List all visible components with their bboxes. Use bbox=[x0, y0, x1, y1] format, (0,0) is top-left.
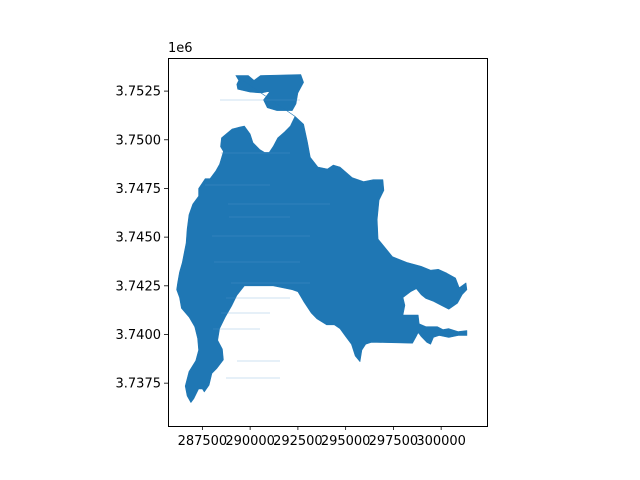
y-tick-label: 3.7425 bbox=[116, 279, 162, 294]
x-tick-label: 292500 bbox=[273, 434, 323, 449]
y-tick-label: 3.7375 bbox=[116, 377, 162, 392]
y-tick-label: 3.7500 bbox=[116, 133, 162, 148]
x-tick-label: 297500 bbox=[369, 434, 419, 449]
y-tick-label: 3.7400 bbox=[116, 328, 162, 343]
y-tick-label: 3.7450 bbox=[116, 231, 162, 246]
region-polygon bbox=[176, 74, 468, 403]
axes-frame bbox=[168, 58, 488, 427]
axis-offset-label: 1e6 bbox=[168, 41, 193, 56]
x-tick-label: 295000 bbox=[321, 434, 371, 449]
x-tick-label: 290000 bbox=[225, 434, 275, 449]
x-tick-label: 287500 bbox=[178, 434, 228, 449]
y-tick-label: 3.7525 bbox=[116, 85, 162, 100]
plot-area bbox=[176, 74, 468, 403]
x-tick-label: 300000 bbox=[416, 434, 466, 449]
survey-line-overlay bbox=[205, 99, 330, 379]
y-axis: 3.7375 3.7400 3.7425 3.7450 3.7475 3.7500 3.75… bbox=[116, 85, 168, 392]
y-tick-label: 3.7475 bbox=[116, 182, 162, 197]
